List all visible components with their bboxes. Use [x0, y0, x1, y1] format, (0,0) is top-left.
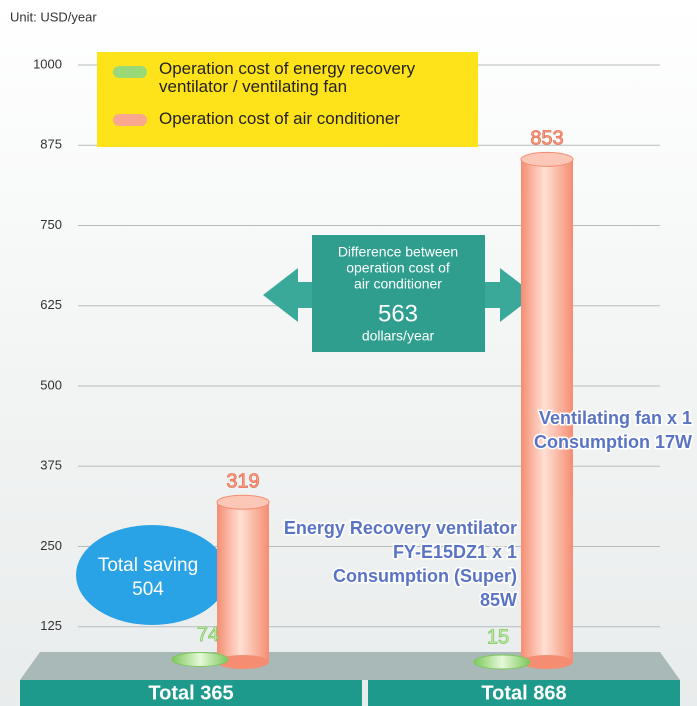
- value-label: 74: [197, 624, 219, 646]
- value-label: 15: [487, 626, 509, 648]
- bar: [171, 651, 229, 667]
- erv-note: 85W: [480, 590, 517, 610]
- legend: Operation cost of energy recovery ventil…: [97, 52, 478, 147]
- y-tick-label: 125: [40, 618, 62, 633]
- fan-note: Ventilating fan x 1: [539, 408, 692, 428]
- legend-swatch: [113, 66, 147, 78]
- bar: [473, 654, 531, 670]
- legend-swatch: [113, 114, 147, 126]
- floor: [20, 652, 680, 680]
- saving-bubble: [76, 525, 228, 625]
- legend-entry: Operation cost of energy recovery ventil…: [159, 59, 416, 96]
- value-label: 319: [226, 470, 259, 492]
- x-tick-label: Total 868: [481, 682, 566, 704]
- difference-text: air conditioner: [354, 276, 442, 292]
- difference-value: 563: [378, 300, 418, 327]
- saving-value: 504: [132, 579, 164, 600]
- x-tick-label: Total 365: [148, 682, 233, 704]
- bar-top: [520, 151, 574, 167]
- value-label: 853: [530, 128, 563, 150]
- difference-text: Difference between: [338, 244, 458, 260]
- difference-box: [312, 235, 485, 352]
- unit-label: Unit: USD/year: [10, 9, 97, 24]
- difference-unit: dollars/year: [362, 328, 435, 344]
- y-tick-label: 750: [40, 217, 62, 232]
- y-tick-label: 875: [40, 137, 62, 152]
- base-band: [20, 680, 362, 706]
- base-band: [368, 680, 680, 706]
- y-tick-label: 375: [40, 458, 62, 473]
- erv-note: FY-E15DZ1 x 1: [393, 542, 517, 562]
- y-tick-label: 250: [40, 538, 62, 553]
- bar: [521, 159, 573, 662]
- erv-note: Energy Recovery ventilator: [284, 518, 517, 538]
- erv-note: Consumption (Super): [333, 566, 517, 586]
- bar-top: [216, 494, 270, 510]
- fan-note: Consumption 17W: [534, 432, 692, 452]
- y-tick-label: 1000: [33, 56, 62, 71]
- bar-bottom: [521, 655, 573, 669]
- bar: [217, 502, 269, 662]
- y-tick-label: 625: [40, 297, 62, 312]
- legend-entry: Operation cost of air conditioner: [159, 109, 400, 128]
- y-tick-label: 500: [40, 377, 62, 392]
- difference-text: operation cost of: [346, 260, 450, 276]
- bar-bottom: [217, 655, 269, 669]
- saving-label: Total saving: [98, 555, 198, 576]
